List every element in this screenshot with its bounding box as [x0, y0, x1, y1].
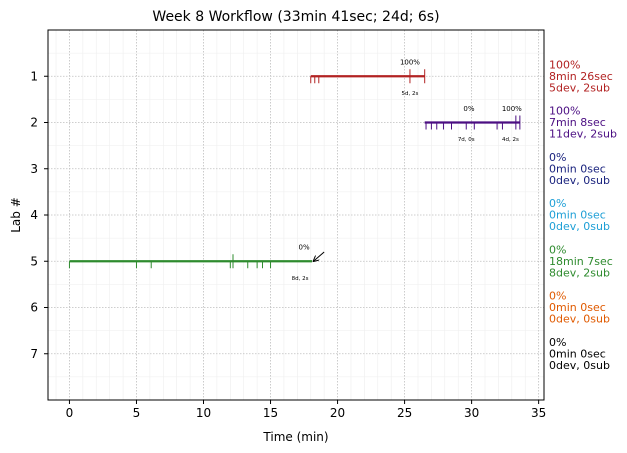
lab-5-summary-line: 0%: [549, 243, 566, 256]
lab-1-annotation: 100%: [400, 59, 420, 67]
x-axis: 0 5 10 15 20 25 30 35: [66, 400, 546, 420]
lab-2-annotation: 7d, 0s: [458, 137, 475, 143]
lab-5-summary-line: 18min 7sec: [549, 255, 613, 268]
lab-1-annotation: 5d, 2s: [402, 91, 419, 97]
lab-2-summary-line: 7min 8sec: [549, 116, 606, 129]
lab-5-arrow: [313, 251, 325, 261]
x-axis-label: Time (min): [262, 430, 328, 444]
x-tick-label: 20: [330, 406, 345, 420]
lab-7-summary-line: 0%: [549, 336, 566, 349]
plot-frame: [47, 29, 545, 401]
x-tick-label: 10: [196, 406, 211, 420]
lab-6-summary-line: 0%: [549, 290, 566, 303]
lab-2-annotation: 0%: [463, 105, 474, 113]
x-tick-label: 25: [397, 406, 412, 420]
lab-5-summary-line: 8dev, 2sub: [549, 266, 610, 279]
lab-1-summary-line: 8min 26sec: [549, 70, 613, 83]
lab-4-summary-line: 0%: [549, 197, 566, 210]
lab-2-summary-line: 11dev, 2sub: [549, 128, 617, 141]
y-axis-label: Lab #: [9, 197, 23, 233]
lab-1-summary-line: 100%: [549, 58, 580, 71]
lab-5-annotation: 8d, 2s: [292, 276, 309, 282]
lab-1-summary-line: 5dev, 2sub: [549, 81, 610, 94]
x-tick-label: 0: [66, 406, 74, 420]
lab-2-annotation: 100%: [502, 105, 522, 113]
y-tick-label: 5: [30, 254, 38, 268]
lab-2-summary-line: 100%: [549, 105, 580, 118]
y-tick-label: 6: [30, 301, 38, 315]
grid: [48, 30, 544, 400]
lab-3-summary-line: 0dev, 0sub: [549, 174, 610, 187]
plot-marks: 100% 5d, 2s 0% 7d, 0s 100% 4d, 2s 0% 8d, 2s: [68, 59, 522, 282]
lab-6-summary-line: 0min 0sec: [549, 301, 606, 314]
y-tick-label: 1: [30, 69, 38, 83]
y-tick-label: 7: [30, 347, 38, 361]
lab-4-summary-line: 0dev, 0sub: [549, 220, 610, 233]
y-axis: 1 2 3 4 5 6 7: [30, 69, 48, 361]
y-tick-label: 3: [30, 162, 38, 176]
x-tick-label: 5: [133, 406, 141, 420]
lab-3-summary-line: 0%: [549, 151, 566, 164]
lab-5-annotation: 0%: [298, 244, 309, 252]
x-tick-label: 30: [464, 406, 479, 420]
lab-2-annotation: 4d, 2s: [502, 137, 519, 143]
y-tick-label: 4: [30, 208, 38, 222]
x-tick-label: 15: [263, 406, 278, 420]
x-tick-label: 35: [531, 406, 546, 420]
y-tick-label: 2: [30, 116, 38, 130]
lab-7-summary-line: 0min 0sec: [549, 347, 606, 360]
lab-7-summary-line: 0dev, 0sub: [549, 359, 610, 372]
chart-title: Week 8 Workflow (33min 41sec; 24d; 6s): [152, 9, 439, 25]
lab-6-summary-line: 0dev, 0sub: [549, 313, 610, 326]
lab-4-summary-line: 0min 0sec: [549, 209, 606, 222]
lab-3-summary-line: 0min 0sec: [549, 162, 606, 175]
